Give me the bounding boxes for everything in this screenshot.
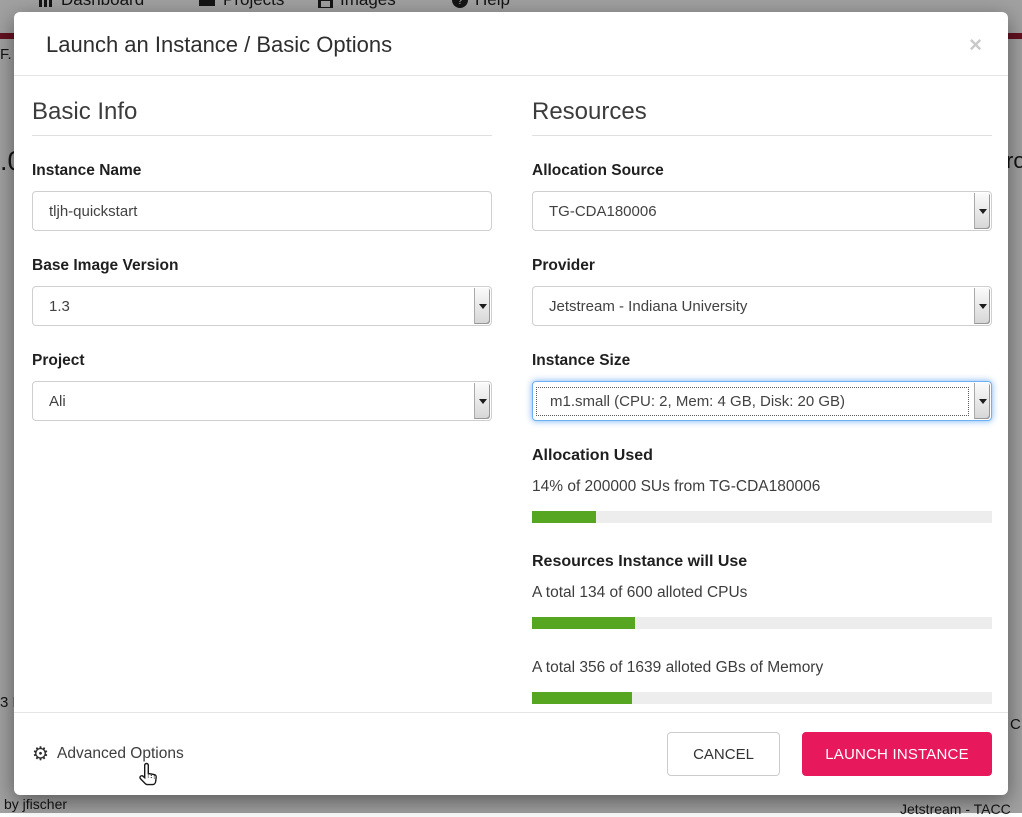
memory-usage-progressbar	[532, 692, 992, 704]
selected-value: Ali	[33, 393, 491, 410]
chevron-down-icon	[974, 383, 990, 419]
modal-header: Launch an Instance / Basic Options ×	[14, 12, 1008, 76]
cpu-usage-progressbar	[532, 617, 992, 629]
project-label: Project	[32, 352, 492, 370]
launch-instance-button[interactable]: LAUNCH INSTANCE	[802, 732, 992, 776]
instance-name-label: Instance Name	[32, 162, 492, 180]
provider-label: Provider	[532, 257, 992, 275]
cancel-button[interactable]: CANCEL	[667, 732, 780, 776]
allocation-used-text: 14% of 200000 SUs from TG-CDA180006	[532, 478, 992, 496]
chevron-down-icon	[974, 193, 990, 229]
modal-body: Basic Info Instance Name Base Image Vers…	[14, 76, 1008, 712]
close-icon[interactable]: ×	[969, 34, 982, 56]
instance-size-label: Instance Size	[532, 352, 992, 370]
allocation-source-label: Allocation Source	[532, 162, 992, 180]
base-image-version-select[interactable]: 1.3	[32, 286, 492, 326]
modal-footer: ⚙ Advanced Options CANCEL LAUNCH INSTANC…	[14, 712, 1008, 795]
selected-value: 1.3	[33, 298, 491, 315]
instance-name-field	[32, 191, 492, 231]
selected-value: TG-CDA180006	[533, 203, 991, 220]
instance-name-input[interactable]	[33, 192, 491, 230]
allocation-used-label: Allocation Used	[532, 447, 992, 465]
advanced-options-label: Advanced Options	[57, 745, 184, 763]
chevron-down-icon	[474, 288, 490, 324]
chevron-down-icon	[474, 383, 490, 419]
resources-heading: Resources	[532, 98, 992, 136]
basic-info-heading: Basic Info	[32, 98, 492, 136]
instance-size-select[interactable]: m1.small (CPU: 2, Mem: 4 GB, Disk: 20 GB…	[532, 381, 992, 421]
selected-value: Jetstream - Indiana University	[533, 298, 991, 315]
progress-fill	[532, 617, 635, 629]
hand-pointer-cursor	[138, 762, 162, 793]
memory-usage-text: A total 356 of 1639 alloted GBs of Memor…	[532, 659, 992, 677]
progress-fill	[532, 511, 596, 523]
progress-fill	[532, 692, 632, 704]
allocation-source-select[interactable]: TG-CDA180006	[532, 191, 992, 231]
selected-value: m1.small (CPU: 2, Mem: 4 GB, Disk: 20 GB…	[536, 387, 969, 416]
cpu-usage-text: A total 134 of 600 alloted CPUs	[532, 584, 992, 602]
base-image-version-label: Base Image Version	[32, 257, 492, 275]
provider-select[interactable]: Jetstream - Indiana University	[532, 286, 992, 326]
chevron-down-icon	[974, 288, 990, 324]
modal-title: Launch an Instance / Basic Options	[46, 32, 392, 58]
resources-usage-label: Resources Instance will Use	[532, 553, 992, 571]
launch-instance-modal: Launch an Instance / Basic Options × Bas…	[14, 12, 1008, 795]
basic-info-column: Basic Info Instance Name Base Image Vers…	[32, 98, 492, 712]
resources-column: Resources Allocation Source TG-CDA180006…	[532, 98, 992, 712]
gear-icon: ⚙	[32, 745, 49, 764]
allocation-used-progressbar	[532, 511, 992, 523]
project-select[interactable]: Ali	[32, 381, 492, 421]
advanced-options-button[interactable]: ⚙ Advanced Options	[32, 745, 184, 764]
